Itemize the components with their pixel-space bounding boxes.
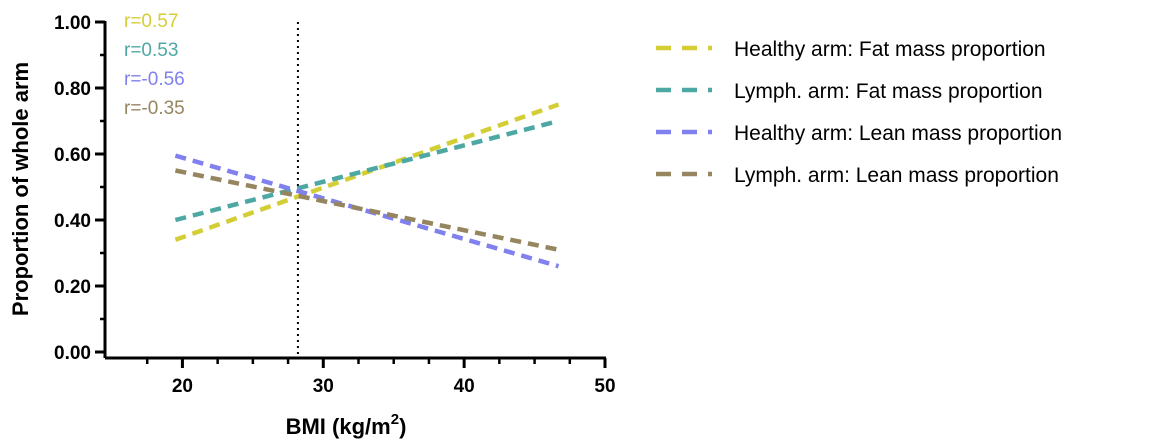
y-tick-label: 0.60 [54,145,91,166]
legend-label-1: Healthy arm: Fat mass proportion [734,38,1046,61]
x-tick-label: 40 [454,376,475,397]
series-line-4 [174,168,559,252]
y-axis-title: Proportion of whole arm [8,62,33,316]
x-tick-label: 30 [313,376,334,397]
legend-label-3: Healthy arm: Lean mass proportion [734,122,1062,145]
r-label-3: r=-0.56 [124,69,185,90]
axes: 0.00 0.20 0.40 0.60 0.80 1.00 20 30 40 50 [54,13,616,397]
legend-label-2: Lymph. arm: Fat mass proportion [734,80,1043,103]
y-tick-label: 0.40 [54,211,91,232]
y-tick-label: 0.00 [54,343,91,364]
y-tick-label: 0.80 [54,79,91,100]
y-tick-label: 1.00 [54,13,91,34]
y-tick-label: 0.20 [54,277,91,298]
series-line-2 [174,118,560,223]
r-label-1: r=0.57 [124,11,178,32]
series-line-3 [174,153,560,269]
series-line-1 [174,102,560,242]
x-tick-label: 50 [594,376,615,397]
x-axis-title: BMI (kg/m2) [286,411,407,439]
plot-area [174,22,560,358]
r-label-4: r=-0.35 [124,98,185,119]
legend-label-4: Lymph. arm: Lean mass proportion [734,164,1059,187]
r-label-2: r=0.53 [124,40,178,61]
legend: Healthy arm: Fat mass proportion Lymph. a… [656,38,1062,187]
x-tick-label: 20 [172,376,193,397]
r-labels: r=0.57 r=0.53 r=-0.56 r=-0.35 [124,11,185,119]
